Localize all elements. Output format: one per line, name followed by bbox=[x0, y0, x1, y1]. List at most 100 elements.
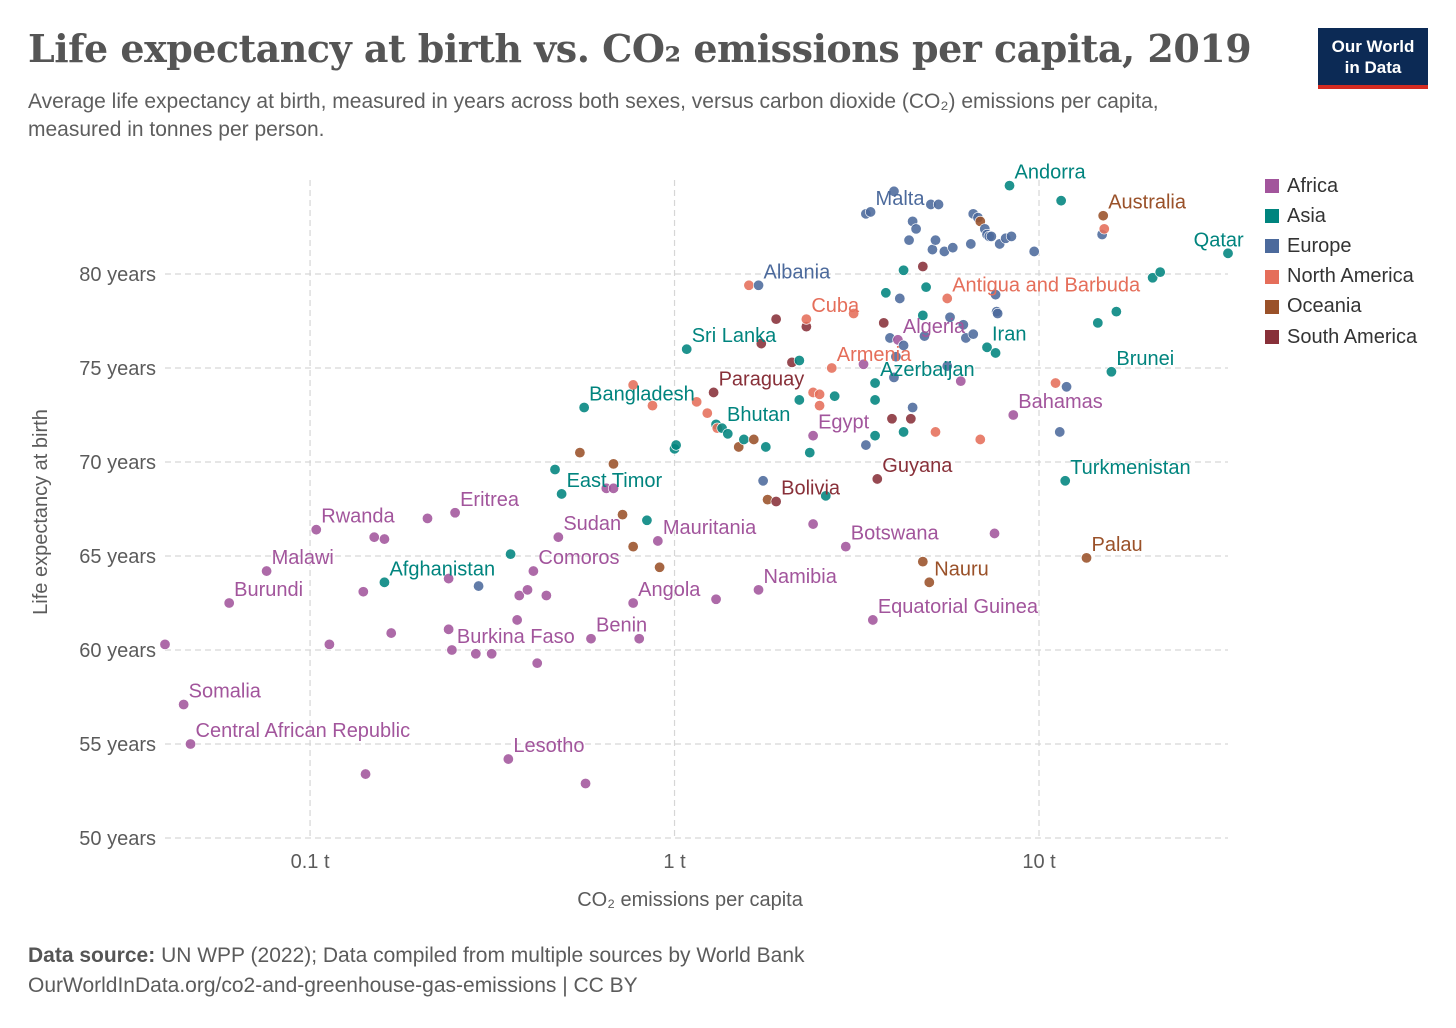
data-point[interactable] bbox=[1110, 306, 1122, 318]
data-point[interactable] bbox=[905, 413, 917, 425]
data-point[interactable] bbox=[443, 623, 455, 635]
data-point[interactable] bbox=[378, 533, 390, 545]
data-point[interactable] bbox=[985, 230, 997, 242]
data-point[interactable] bbox=[869, 377, 881, 389]
data-point[interactable] bbox=[385, 627, 397, 639]
data-point[interactable] bbox=[473, 580, 485, 592]
data-point[interactable] bbox=[743, 279, 755, 291]
data-point[interactable] bbox=[552, 531, 564, 543]
data-point[interactable] bbox=[757, 475, 769, 487]
source-url[interactable]: OurWorldInData.org/co2-and-greenhouse-ga… bbox=[28, 974, 638, 997]
data-point[interactable] bbox=[511, 614, 523, 626]
data-point[interactable] bbox=[869, 394, 881, 406]
data-point[interactable] bbox=[967, 328, 979, 340]
data-point[interactable] bbox=[691, 396, 703, 408]
data-point[interactable] bbox=[903, 234, 915, 246]
data-point[interactable] bbox=[755, 338, 767, 350]
legend-item[interactable]: North America bbox=[1265, 262, 1417, 292]
data-point[interactable] bbox=[708, 386, 720, 398]
owid-logo[interactable]: Our World in Data bbox=[1318, 28, 1428, 89]
data-point[interactable] bbox=[760, 441, 772, 453]
data-point[interactable] bbox=[814, 400, 826, 412]
data-point[interactable] bbox=[1004, 180, 1016, 192]
data-point[interactable] bbox=[926, 244, 938, 256]
data-point[interactable] bbox=[580, 777, 592, 789]
data-point[interactable] bbox=[829, 390, 841, 402]
data-point[interactable] bbox=[917, 556, 929, 568]
data-point[interactable] bbox=[793, 354, 805, 366]
data-point[interactable] bbox=[989, 527, 1001, 539]
data-point[interactable] bbox=[800, 313, 812, 325]
data-point[interactable] bbox=[814, 388, 826, 400]
data-point[interactable] bbox=[1050, 377, 1062, 389]
data-point[interactable] bbox=[531, 657, 543, 669]
data-point[interactable] bbox=[627, 541, 639, 553]
data-point[interactable] bbox=[917, 260, 929, 272]
data-point[interactable] bbox=[646, 400, 658, 412]
data-point[interactable] bbox=[880, 287, 892, 299]
data-point[interactable] bbox=[923, 576, 935, 588]
data-point[interactable] bbox=[753, 279, 765, 291]
data-point[interactable] bbox=[470, 648, 482, 660]
data-point[interactable] bbox=[633, 633, 645, 645]
data-point[interactable] bbox=[578, 401, 590, 413]
data-point[interactable] bbox=[929, 426, 941, 438]
legend-item[interactable]: Asia bbox=[1265, 201, 1417, 231]
data-point[interactable] bbox=[753, 584, 765, 596]
data-point[interactable] bbox=[627, 379, 639, 391]
data-point[interactable] bbox=[878, 317, 890, 329]
data-point[interactable] bbox=[513, 589, 525, 601]
data-point[interactable] bbox=[185, 738, 197, 750]
data-point[interactable] bbox=[898, 426, 910, 438]
data-point[interactable] bbox=[617, 509, 629, 521]
data-point[interactable] bbox=[357, 586, 369, 598]
data-point[interactable] bbox=[505, 548, 517, 560]
data-point[interactable] bbox=[920, 281, 932, 293]
data-point[interactable] bbox=[527, 565, 539, 577]
data-point[interactable] bbox=[826, 362, 838, 374]
data-point[interactable] bbox=[840, 541, 852, 553]
data-point[interactable] bbox=[1005, 230, 1017, 242]
data-point[interactable] bbox=[955, 375, 967, 387]
data-point[interactable] bbox=[974, 433, 986, 445]
data-point[interactable] bbox=[323, 638, 335, 650]
data-point[interactable] bbox=[1154, 266, 1166, 278]
data-point[interactable] bbox=[981, 341, 993, 353]
data-point[interactable] bbox=[858, 358, 870, 370]
data-point[interactable] bbox=[1059, 475, 1071, 487]
data-point[interactable] bbox=[1097, 210, 1109, 222]
data-point[interactable] bbox=[1222, 247, 1234, 259]
data-point[interactable] bbox=[641, 514, 653, 526]
data-point[interactable] bbox=[223, 597, 235, 609]
data-point[interactable] bbox=[865, 206, 877, 218]
data-point[interactable] bbox=[910, 223, 922, 235]
data-point[interactable] bbox=[804, 447, 816, 459]
data-point[interactable] bbox=[898, 339, 910, 351]
data-point[interactable] bbox=[449, 507, 461, 519]
data-point[interactable] bbox=[574, 447, 586, 459]
data-point[interactable] bbox=[178, 699, 190, 711]
data-point[interactable] bbox=[957, 319, 969, 331]
data-point[interactable] bbox=[770, 495, 782, 507]
data-point[interactable] bbox=[681, 343, 693, 355]
data-point[interactable] bbox=[894, 292, 906, 304]
data-point[interactable] bbox=[918, 330, 930, 342]
data-point[interactable] bbox=[521, 584, 533, 596]
legend-item[interactable]: Africa bbox=[1265, 171, 1417, 201]
data-point[interactable] bbox=[1028, 245, 1040, 257]
data-point[interactable] bbox=[1055, 195, 1067, 207]
data-point[interactable] bbox=[310, 524, 322, 536]
data-point[interactable] bbox=[607, 482, 619, 494]
data-point[interactable] bbox=[446, 644, 458, 656]
data-point[interactable] bbox=[607, 458, 619, 470]
data-point[interactable] bbox=[261, 565, 273, 577]
data-point[interactable] bbox=[1092, 317, 1104, 329]
data-point[interactable] bbox=[556, 488, 568, 500]
data-point[interactable] bbox=[421, 512, 433, 524]
data-point[interactable] bbox=[627, 597, 639, 609]
data-point[interactable] bbox=[965, 238, 977, 250]
data-point[interactable] bbox=[710, 593, 722, 605]
data-point[interactable] bbox=[360, 768, 372, 780]
data-point[interactable] bbox=[1105, 366, 1117, 378]
data-point[interactable] bbox=[486, 648, 498, 660]
